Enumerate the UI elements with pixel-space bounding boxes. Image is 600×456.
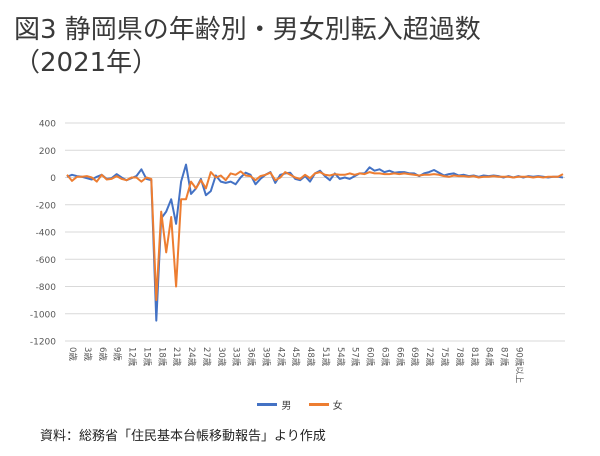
series-line-female	[66, 170, 564, 302]
x-tick-label: 3歳	[82, 347, 93, 361]
chart-title-line2: （2021年）	[14, 48, 159, 78]
x-tick-label: 39歳	[260, 347, 271, 367]
x-tick-label: 0歳	[67, 347, 78, 361]
x-tick-label: 15歳	[141, 347, 152, 367]
x-tick-label: 42歳	[275, 347, 286, 367]
x-tick-label: 75歳	[439, 347, 450, 367]
x-tick-label: 33歳	[231, 347, 242, 367]
x-tick-label: 45歳	[290, 347, 301, 367]
y-tick-label: 0	[50, 174, 56, 184]
x-tick-label: 9歳	[112, 347, 123, 361]
legend-swatch-female	[308, 403, 329, 406]
y-tick-label: -800	[36, 283, 57, 293]
x-tick-label: 54歳	[335, 347, 346, 367]
x-tick-label: 51歳	[320, 347, 331, 367]
x-tick-label: 30歳	[216, 347, 227, 367]
chart-title: 図3 静岡県の年齢別・男女別転入超過数 （2021年）	[14, 14, 594, 80]
x-tick-label: 60歳	[365, 347, 376, 367]
x-tick-label: 27歳	[201, 347, 212, 367]
source-note: 資料：総務省「住民基本台帳移動報告」より作成	[40, 429, 326, 444]
x-tick-label: 63歳	[379, 347, 390, 367]
y-tick-label: -1000	[30, 310, 56, 320]
x-tick-label: 66歳	[394, 347, 405, 367]
x-tick-label: 12歳	[127, 347, 138, 367]
y-tick-label: -400	[36, 229, 57, 239]
legend: 男 女	[0, 397, 600, 412]
legend-swatch-male	[257, 403, 278, 406]
y-tick-label: -200	[36, 201, 57, 211]
x-tick-label: 48歳	[305, 347, 316, 367]
legend-label-male: 男	[281, 401, 292, 412]
y-tick-label: -600	[36, 256, 57, 266]
x-tick-label: 84歳	[484, 347, 495, 367]
x-tick-label: 21歳	[171, 347, 182, 367]
y-tick-label: 200	[39, 147, 56, 157]
x-tick-label: 87歳	[499, 347, 510, 367]
x-tick-label: 78歳	[454, 347, 465, 367]
series-line-male	[66, 163, 564, 322]
x-tick-label: 72歳	[424, 347, 435, 367]
x-tick-label: 18歳	[156, 347, 167, 367]
x-tick-label: 90歳以上	[513, 347, 524, 384]
legend-label-female: 女	[332, 401, 343, 412]
x-tick-label: 24歳	[186, 347, 197, 367]
x-tick-label: 36歳	[246, 347, 257, 367]
x-tick-label: 6歳	[97, 347, 108, 361]
chart-title-line1: 図3 静岡県の年齢別・男女別転入超過数	[14, 15, 481, 45]
y-tick-label: -1200	[30, 338, 56, 348]
legend-item-female: 女	[308, 397, 343, 412]
y-tick-label: 400	[39, 120, 56, 130]
x-tick-label: 69歳	[409, 347, 420, 367]
x-tick-label: 81歳	[469, 347, 480, 367]
legend-item-male: 男	[257, 397, 291, 412]
x-tick-label: 57歳	[350, 347, 361, 367]
